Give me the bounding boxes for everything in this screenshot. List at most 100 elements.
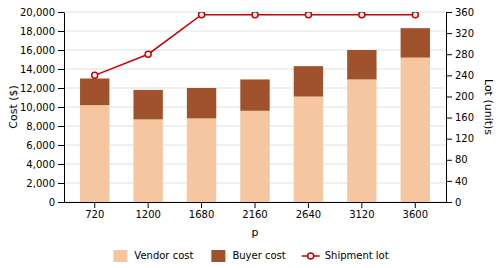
tick-mark — [446, 96, 452, 97]
tick: 2640 — [296, 202, 321, 220]
tick-label: 2,000 — [26, 178, 55, 189]
tick-mark — [148, 202, 149, 208]
tick: 20,000 — [20, 7, 64, 18]
x-axis-title: p — [252, 226, 259, 239]
grid-line — [64, 31, 446, 32]
tick-mark — [446, 75, 452, 76]
tick: 200 — [446, 91, 474, 102]
bar-series — [80, 28, 430, 119]
tick-mark — [361, 202, 362, 208]
bar — [240, 111, 269, 202]
tick: 360 — [446, 7, 474, 18]
tick-label: 200 — [455, 91, 474, 102]
tick: 120 — [446, 133, 474, 144]
tick-mark — [58, 50, 64, 51]
grid — [64, 12, 446, 202]
tick-label: 1680 — [189, 209, 214, 220]
tick-label: 2640 — [296, 209, 321, 220]
tick-label: 720 — [85, 209, 104, 220]
tick-mark — [94, 202, 95, 208]
legend-item: Vendor cost — [113, 250, 193, 262]
tick-label: 2160 — [242, 209, 267, 220]
bar-series — [80, 58, 430, 202]
tick-label: 160 — [455, 112, 474, 123]
axis-line — [64, 13, 65, 203]
bar — [347, 50, 376, 79]
tick-label: 10,000 — [20, 102, 55, 113]
marker — [199, 12, 205, 18]
tick-label: 20,000 — [20, 7, 55, 18]
grid-line — [64, 69, 446, 70]
tick: 10,000 — [20, 102, 64, 113]
tick-mark — [58, 69, 64, 70]
tick: 0 — [49, 197, 64, 208]
legend-item: Buyer cost — [211, 250, 285, 262]
tick-mark — [446, 139, 452, 140]
bar — [187, 118, 216, 202]
marker — [359, 12, 365, 18]
tick-mark — [446, 33, 452, 34]
line-series — [92, 12, 419, 78]
y-axis-title: Cost ($) — [7, 85, 20, 129]
tick-label: 320 — [455, 28, 474, 39]
tick-mark — [446, 160, 452, 161]
tick-label: 240 — [455, 70, 474, 81]
tick-mark — [308, 202, 309, 208]
tick-label: 16,000 — [20, 45, 55, 56]
tick-mark — [58, 145, 64, 146]
legend-item: Shipment lot — [302, 250, 389, 261]
tick-mark — [446, 181, 452, 182]
tick: 3120 — [349, 202, 374, 220]
bar — [80, 79, 109, 106]
marker — [145, 51, 151, 57]
y2-axis-title: Lot (unit)s — [482, 79, 495, 135]
legend-label: Vendor cost — [134, 250, 193, 261]
tick: 1680 — [189, 202, 214, 220]
bar — [80, 105, 109, 202]
bar — [240, 79, 269, 110]
tick-mark — [58, 12, 64, 13]
bar — [133, 119, 162, 202]
tick: 0 — [446, 197, 461, 208]
tick: 8,000 — [26, 121, 64, 132]
marker — [92, 72, 98, 78]
tick: 2160 — [242, 202, 267, 220]
bar — [187, 88, 216, 118]
tick: 280 — [446, 49, 474, 60]
marks — [80, 12, 430, 202]
tick-mark — [58, 88, 64, 89]
y2-axis: 0 40 80 120 160 200 240 280 320 360 — [446, 7, 474, 208]
tick: 3600 — [403, 202, 428, 220]
tick: 4,000 — [26, 159, 64, 170]
bar — [347, 79, 376, 202]
tick-label: 80 — [455, 154, 468, 165]
y-axis: 0 2,000 4,000 6,000 8,000 10,000 12,000 14,000 1… — [20, 7, 65, 208]
tick-mark — [446, 118, 452, 119]
tick: 1200 — [135, 202, 160, 220]
tick-label: 18,000 — [20, 26, 55, 37]
tick: 40 — [446, 176, 468, 187]
tick: 12,000 — [20, 83, 64, 94]
legend-swatch — [113, 250, 127, 262]
legend-swatch — [211, 250, 225, 262]
tick-label: 3600 — [403, 209, 428, 220]
tick-mark — [58, 107, 64, 108]
legend-label: Buyer cost — [232, 250, 285, 261]
tick-label: 14,000 — [20, 64, 55, 75]
tick-mark — [255, 202, 256, 208]
legend: Vendor cost Buyer cost Shipment lot — [113, 250, 388, 262]
bar — [401, 28, 430, 57]
tick: 240 — [446, 70, 474, 81]
tick: 16,000 — [20, 45, 64, 56]
tick-label: 0 — [49, 197, 55, 208]
tick: 6,000 — [26, 140, 64, 151]
marker — [305, 12, 311, 18]
marker — [252, 12, 258, 18]
tick: 14,000 — [20, 64, 64, 75]
legend-label: Shipment lot — [325, 250, 389, 261]
tick-mark — [58, 202, 64, 203]
tick: 320 — [446, 28, 474, 39]
tick-mark — [58, 183, 64, 184]
tick-mark — [201, 202, 202, 208]
tick-label: 3120 — [349, 209, 374, 220]
